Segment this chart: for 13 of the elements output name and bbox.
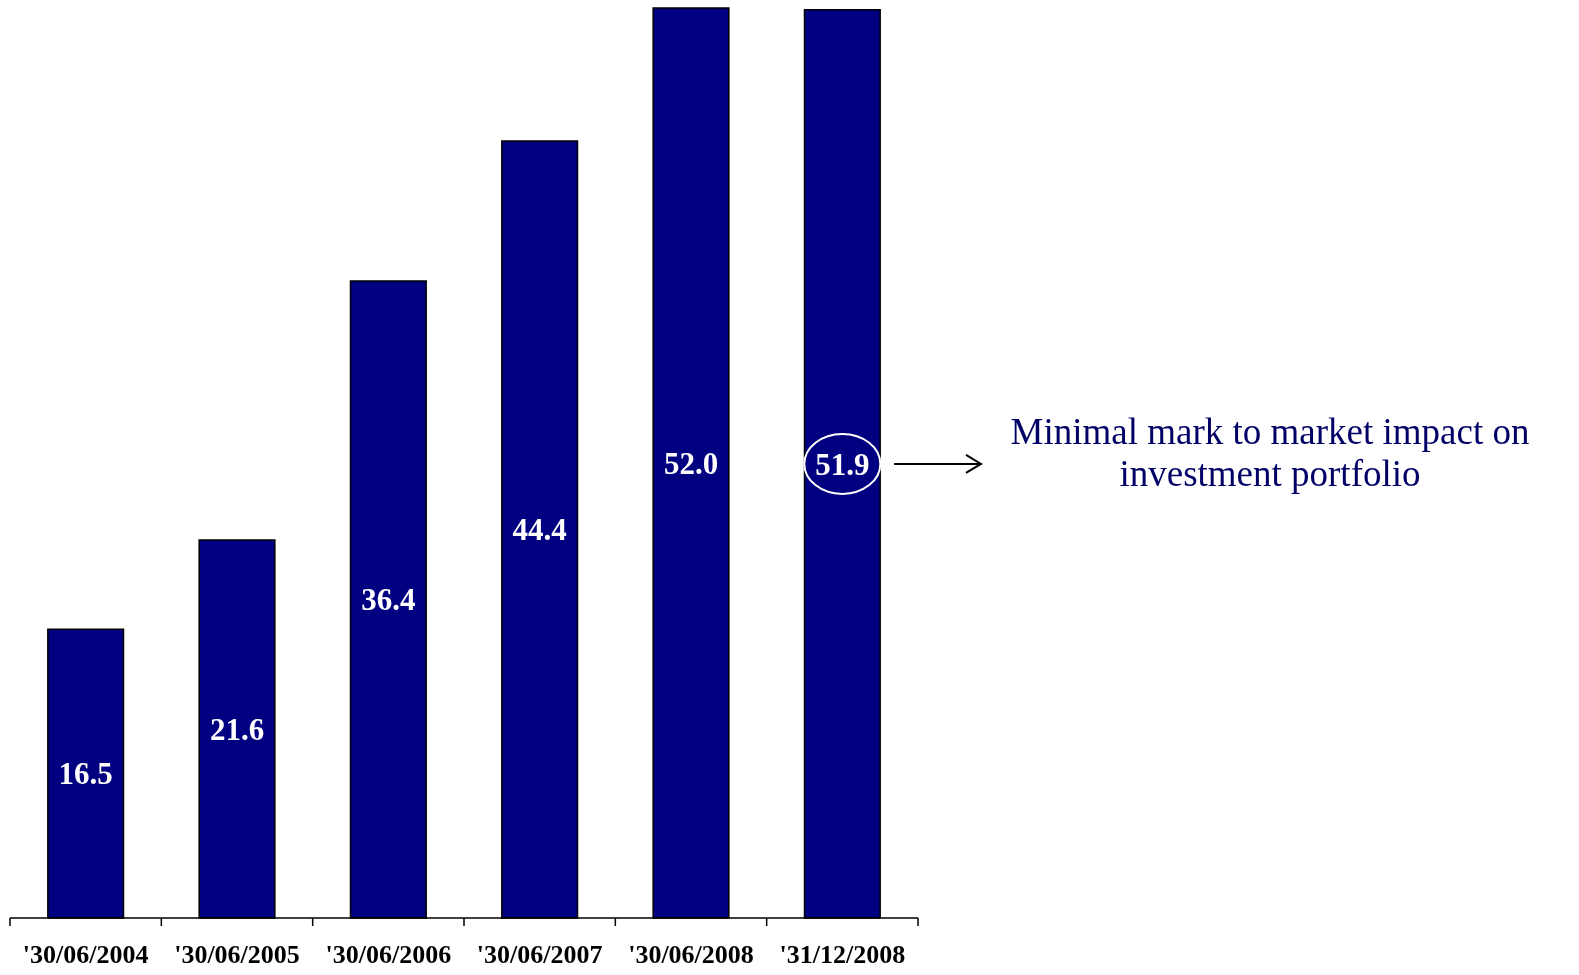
data-label: 51.9 [815, 446, 870, 482]
text: Minimal mark to market impact on investment portfolio [1010, 410, 1530, 495]
x-tick-label: '30/06/2005 [174, 940, 300, 969]
data-label: 36.4 [361, 582, 416, 618]
x-tick-label: '30/06/2008 [628, 940, 754, 969]
data-label: 44.4 [512, 512, 567, 548]
data-label: 16.5 [58, 756, 113, 792]
data-label: 21.6 [209, 711, 265, 747]
x-tick-label: '30/06/2007 [476, 940, 603, 969]
x-tick-label: '31/12/2008 [779, 940, 906, 969]
x-tick-label: '30/06/2006 [325, 940, 452, 969]
x-tick-label: '30/06/2004 [22, 940, 149, 969]
data-label: 52.0 [663, 445, 719, 481]
